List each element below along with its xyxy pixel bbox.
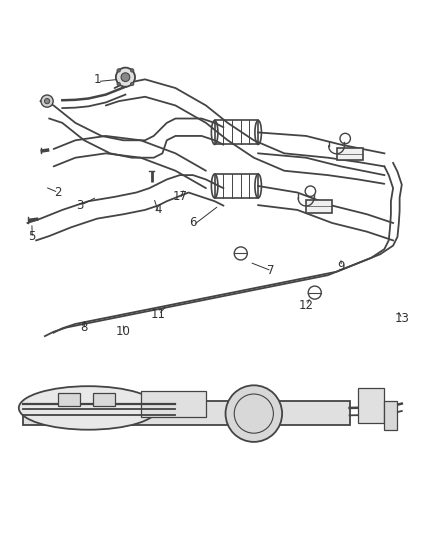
- Text: 9: 9: [337, 260, 345, 273]
- Circle shape: [131, 82, 134, 86]
- Text: 4: 4: [154, 204, 162, 216]
- Bar: [336, 148, 363, 160]
- Circle shape: [41, 95, 53, 107]
- Circle shape: [116, 68, 135, 87]
- Bar: [93, 393, 115, 406]
- Bar: [215, 174, 258, 198]
- Circle shape: [45, 99, 49, 104]
- Circle shape: [117, 69, 120, 72]
- Text: 5: 5: [28, 230, 35, 243]
- Text: 8: 8: [81, 321, 88, 334]
- Text: 12: 12: [299, 299, 314, 312]
- Text: 1: 1: [93, 73, 101, 86]
- Text: 10: 10: [116, 325, 131, 338]
- Bar: [385, 401, 397, 430]
- Text: 3: 3: [76, 199, 83, 212]
- Circle shape: [226, 385, 282, 442]
- Bar: [141, 391, 206, 417]
- Circle shape: [117, 82, 120, 86]
- Text: 17: 17: [172, 190, 187, 204]
- Bar: [358, 389, 385, 423]
- Text: 7: 7: [268, 264, 275, 277]
- Text: 11: 11: [151, 308, 166, 321]
- Circle shape: [131, 69, 134, 72]
- Text: 2: 2: [54, 186, 62, 199]
- Ellipse shape: [19, 386, 158, 430]
- Bar: [306, 200, 332, 213]
- Bar: [58, 393, 80, 406]
- Bar: [215, 120, 258, 144]
- Text: 13: 13: [394, 312, 409, 325]
- Circle shape: [121, 73, 130, 82]
- Bar: [23, 401, 350, 425]
- Text: 6: 6: [189, 216, 197, 230]
